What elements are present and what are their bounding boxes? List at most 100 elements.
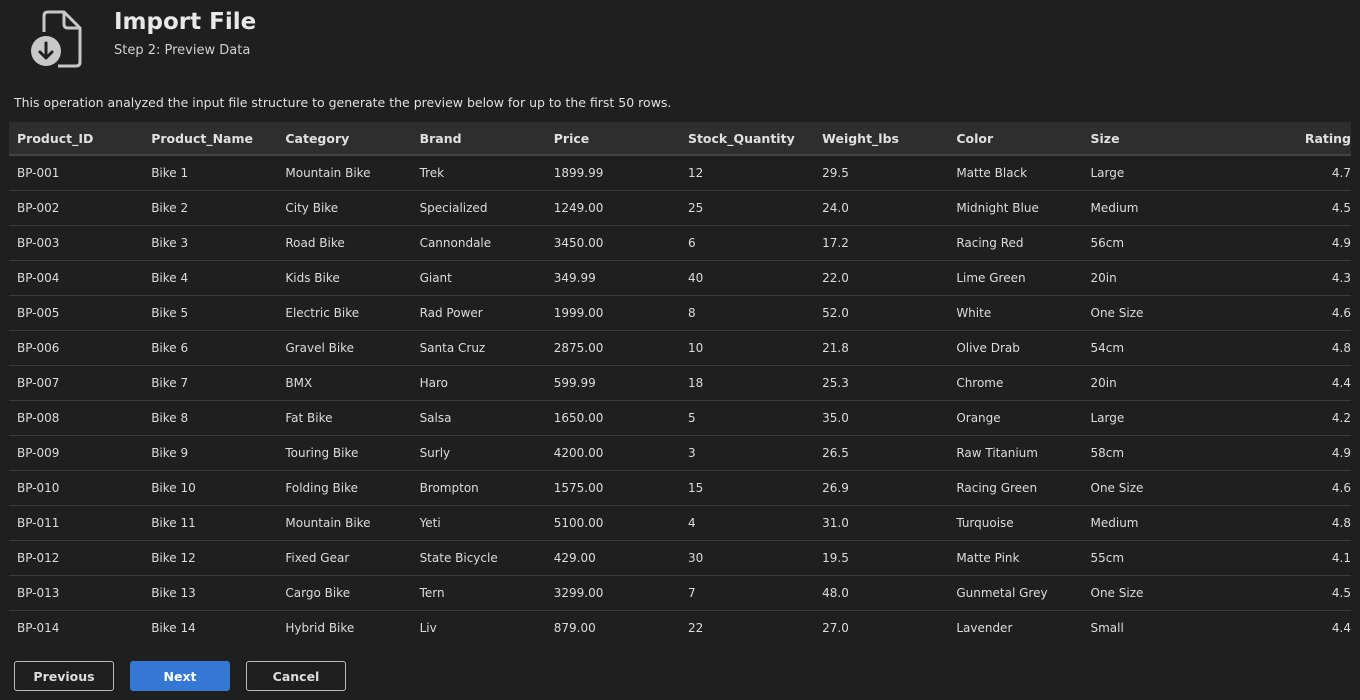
cell-size: 54cm (1082, 330, 1217, 366)
cell-weight-lbs: 35.0 (814, 400, 949, 436)
cell-color: Midnight Blue (948, 190, 1083, 226)
cell-category: Mountain Bike (277, 155, 412, 191)
cell-brand: Tern (411, 575, 546, 611)
cell-product-name: Bike 9 (143, 435, 278, 471)
page-title: Import File (114, 9, 257, 35)
table-row: BP-011 Bike 11 Mountain Bike Yeti 5100.00 4 31… (9, 505, 1351, 541)
cell-brand: Specialized (411, 190, 546, 226)
cell-price: 879.00 (553, 621, 596, 635)
cell-weight-lbs: 29.5 (814, 155, 949, 191)
cell-stock-quantity: 25 (679, 190, 815, 226)
column-header-rating: Rating (1216, 122, 1351, 156)
cell-color: Racing Green (948, 470, 1083, 506)
cell-price: 5100.00 (545, 505, 680, 541)
cell-product-name: Bike 1 (143, 155, 278, 191)
cell-price: 429.00 (545, 540, 680, 576)
cell-weight-lbs: 52.0 (814, 295, 949, 331)
column-header-category: Category (277, 122, 412, 156)
cell-category: BMX (277, 365, 412, 401)
cell-brand: Haro (411, 365, 546, 401)
cell-stock-quantity: 18 (679, 365, 815, 401)
table-row: BP-001 Bike 1 Mountain Bike Trek 1899.99 12 29… (9, 155, 1351, 191)
cell-brand: Cannondale (411, 225, 546, 261)
cell-category: Kids Bike (277, 260, 412, 296)
cell-category: City Bike (277, 190, 412, 226)
cell-stock-quantity: 30 (679, 540, 815, 576)
cell-product-id: BP-009 (9, 435, 144, 471)
cell-category: Folding Bike (277, 470, 412, 506)
cell-weight-lbs: 17.2 (814, 225, 949, 261)
cell-stock-quantity: 40 (679, 260, 815, 296)
cell-product-id: BP-006 (9, 330, 144, 366)
cell-stock-quantity: 7 (679, 575, 815, 611)
cell-product-name: Bike 14 (151, 621, 196, 635)
cell-color: Matte Black (948, 155, 1083, 191)
table-row: BP-014 Bike 14 Hybrid Bike Liv 879.00 22 27.0 L… (9, 611, 1351, 646)
cell-rating: 4.7 (1216, 155, 1351, 191)
cell-rating: 4.9 (1216, 435, 1351, 471)
cell-size: 20in (1082, 260, 1217, 296)
cell-product-name: Bike 3 (143, 225, 278, 261)
table-row: BP-004 Bike 4 Kids Bike Giant 349.99 40 22.0 Li… (9, 260, 1351, 296)
cell-size: Medium (1082, 190, 1217, 226)
table-row: BP-006 Bike 6 Gravel Bike Santa Cruz 2875.00… (9, 330, 1351, 366)
cell-size: Medium (1082, 505, 1217, 541)
cell-product-name: Bike 13 (143, 575, 278, 611)
cell-color: Lavender (956, 621, 1013, 635)
cell-size: Large (1082, 155, 1217, 191)
cell-color: Olive Drab (948, 330, 1083, 366)
cell-product-name: Bike 7 (143, 365, 278, 401)
next-button[interactable]: Next (130, 661, 230, 691)
cell-size: One Size (1082, 575, 1217, 611)
cell-rating: 4.8 (1216, 505, 1351, 541)
cell-color: Gunmetal Grey (948, 575, 1083, 611)
table-row: BP-002 Bike 2 City Bike Specialized 1249.00 2… (9, 190, 1351, 226)
cell-product-name: Bike 5 (143, 295, 278, 331)
cell-size: 55cm (1082, 540, 1217, 576)
cell-size: Large (1082, 400, 1217, 436)
cell-brand: Surly (411, 435, 546, 471)
description-text: This operation analyzed the input file s… (14, 95, 672, 110)
column-header-size: Size (1082, 122, 1217, 156)
table-row: BP-008 Bike 8 Fat Bike Salsa 1650.00 5 35.0 Ora… (9, 400, 1351, 436)
cell-weight-lbs: 48.0 (814, 575, 949, 611)
preview-table: Product_ID Product_Name Category Brand Price… (9, 122, 1351, 645)
cell-category: Electric Bike (277, 295, 412, 331)
cell-rating: 4.8 (1216, 330, 1351, 366)
cell-rating: 4.5 (1216, 190, 1351, 226)
cell-category: Mountain Bike (277, 505, 412, 541)
table-row: BP-003 Bike 3 Road Bike Cannondale 3450.00 6 1… (9, 225, 1351, 261)
cell-price: 4200.00 (545, 435, 680, 471)
cell-brand: Trek (411, 155, 546, 191)
cell-price: 599.99 (545, 365, 680, 401)
step-subtitle: Step 2: Preview Data (114, 43, 251, 58)
cell-rating: 4.3 (1216, 260, 1351, 296)
previous-button[interactable]: Previous (14, 661, 114, 691)
cell-product-id: BP-013 (9, 575, 144, 611)
cell-weight-lbs: 27.0 (822, 621, 849, 635)
cell-price: 3450.00 (545, 225, 680, 261)
column-header-stock-quantity: Stock_Quantity (679, 122, 815, 156)
cancel-button[interactable]: Cancel (246, 661, 346, 691)
table-row: BP-005 Bike 5 Electric Bike Rad Power 1999.0… (9, 295, 1351, 331)
cell-product-id: BP-010 (9, 470, 144, 506)
cell-product-name: Bike 4 (143, 260, 278, 296)
cell-weight-lbs: 26.9 (814, 470, 949, 506)
cell-price: 1899.99 (545, 155, 680, 191)
cell-product-id: BP-005 (9, 295, 144, 331)
cell-product-id: BP-004 (9, 260, 144, 296)
cell-product-name: Bike 6 (143, 330, 278, 366)
column-header-price: Price (545, 122, 680, 156)
cell-color: Matte Pink (948, 540, 1083, 576)
column-header-weight-lbs: Weight_lbs (814, 122, 949, 156)
cell-size: One Size (1082, 295, 1217, 331)
cell-brand: Santa Cruz (411, 330, 546, 366)
cell-brand: Liv (419, 621, 437, 635)
cell-product-name: Bike 11 (143, 505, 278, 541)
cell-price: 1249.00 (545, 190, 680, 226)
cell-stock-quantity: 10 (679, 330, 815, 366)
cell-brand: State Bicycle (411, 540, 546, 576)
table-row: BP-012 Bike 12 Fixed Gear State Bicycle 429.… (9, 540, 1351, 576)
cell-weight-lbs: 21.8 (814, 330, 949, 366)
file-import-icon (30, 10, 84, 68)
